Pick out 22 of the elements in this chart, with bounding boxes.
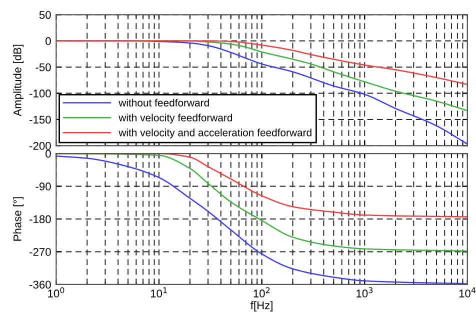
x-axis-title: f[Hz]: [250, 301, 272, 312]
y-tick-label: -270: [30, 248, 51, 256]
y-tick-label: -100: [30, 90, 51, 98]
y-tick-label: -150: [30, 116, 51, 124]
y-tick-label: -200: [30, 142, 51, 150]
x-tick-label: 10$^{0}$: [48, 287, 64, 298]
y-tick-label: -90: [36, 182, 51, 190]
legend-label: with velocity feedforward: [118, 114, 232, 124]
x-tick-label: 10$^{4}$: [459, 287, 476, 298]
y-tick-label: 0: [46, 37, 51, 46]
y-tick-label: 0: [46, 150, 51, 158]
y-tick-label: -360: [30, 280, 51, 289]
y-tick-label: -180: [30, 215, 51, 224]
legend-label: without feedforward: [118, 98, 209, 106]
x-tick-label: 10$^{1}$: [150, 287, 167, 298]
x-tick-label: 10$^{2}$: [254, 287, 270, 298]
y-tick-label: 50: [39, 10, 51, 19]
x-tick-label: 10$^{3}$: [356, 287, 373, 298]
y-axis-title: Phase [°]: [13, 197, 24, 241]
y-axis-title: Amplitude [dB]: [13, 44, 24, 116]
y-tick-label: -50: [36, 63, 51, 72]
legend-label: with velocity and acceleration feedforward: [118, 128, 312, 138]
